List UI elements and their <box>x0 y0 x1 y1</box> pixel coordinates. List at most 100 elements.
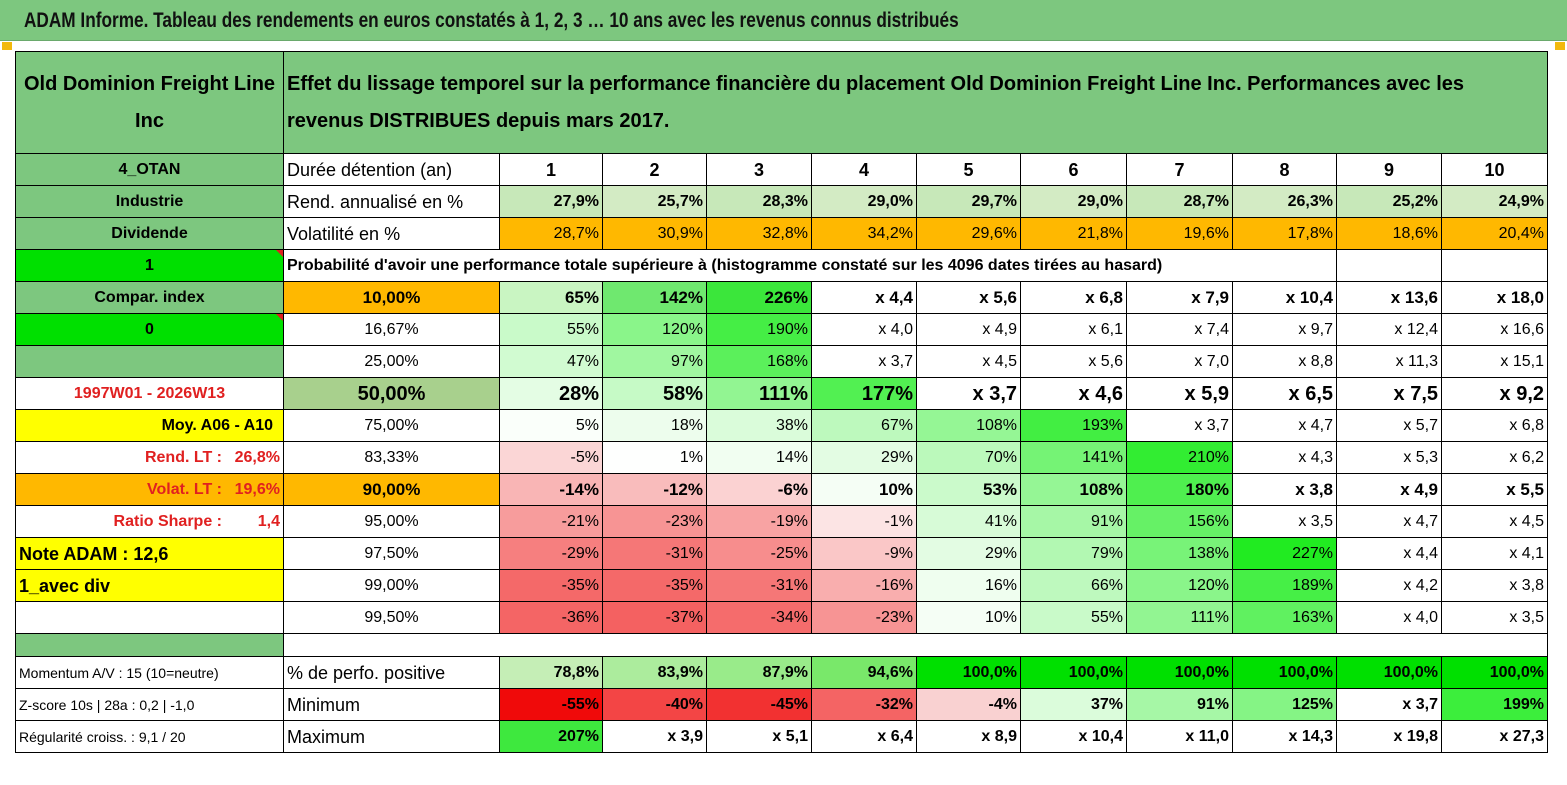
value-cell: 141% <box>1020 441 1127 474</box>
row-label: Compar. index <box>15 281 284 314</box>
table-row: 1_avec div 99,00% -35% -35% -31% -16% 16% 66% 12… <box>15 569 1548 602</box>
value-cell: x 4,2 <box>1336 569 1442 602</box>
value-cell: -4% <box>916 688 1021 721</box>
table-row: Ratio Sharpe : 1,4 95,00% -21% -23% -19% -1% 41… <box>15 505 1548 538</box>
value-cell: 7 <box>1126 153 1233 186</box>
value-cell: -31% <box>706 569 812 602</box>
value-cell: 156% <box>1126 505 1233 538</box>
value-cell: x 5,6 <box>916 281 1021 314</box>
value-cell: 28% <box>499 377 603 410</box>
row-description: 99,00% <box>283 569 500 602</box>
table-row: Industrie Rend. annualisé en % 27,9% 25,7% 2… <box>15 185 1548 218</box>
value-cell: 70% <box>916 441 1021 474</box>
row-label: 1997W01 - 2026W13 <box>15 377 284 410</box>
value-cell: 100,0% <box>916 656 1021 689</box>
value-cell: -36% <box>499 601 603 634</box>
value-cell: x 3,7 <box>1336 688 1442 721</box>
row-label: Note ADAM : 12,6 <box>15 537 284 570</box>
value-cell: x 13,6 <box>1336 281 1442 314</box>
value-cell: 25,7% <box>602 185 707 218</box>
value-cell: 29,0% <box>1020 185 1127 218</box>
value-cell: 163% <box>1232 601 1337 634</box>
value-cell: -19% <box>706 505 812 538</box>
value-cell: x 3,5 <box>1232 505 1337 538</box>
row-description: 10,00% <box>283 281 500 314</box>
empty-cell <box>1441 249 1548 282</box>
table-row: 1997W01 - 2026W13 50,00% 28% 58% 111% 177% x 3… <box>15 377 1548 410</box>
row-label <box>15 601 284 634</box>
report-title: ADAM Informe. Tableau des rendements en … <box>24 9 959 32</box>
value-cell: x 6,5 <box>1232 377 1337 410</box>
table-row: 99,50% -36% -37% -34% -23% 10% 55% 111% 163% x 4,… <box>15 601 1548 634</box>
value-cell: -31% <box>602 537 707 570</box>
company-name: Old Dominion Freight Line Inc <box>15 51 284 154</box>
value-cell: x 5,9 <box>1126 377 1233 410</box>
table-row: 0 16,67% 55% 120% 190% x 4,0 x 4,9 x 6,1 x 7,4 x … <box>15 313 1548 346</box>
value-cell: 9 <box>1336 153 1442 186</box>
value-cell: 20,4% <box>1441 217 1548 250</box>
value-cell: 19,6% <box>1126 217 1233 250</box>
value-cell: x 10,4 <box>1232 281 1337 314</box>
value-cell: x 6,2 <box>1441 441 1548 474</box>
row-label: Ratio Sharpe : 1,4 <box>15 505 284 538</box>
value-cell: -12% <box>602 473 707 506</box>
value-cell: -21% <box>499 505 603 538</box>
value-cell: 108% <box>916 409 1021 442</box>
table-row: Dividende Volatilité en % 28,7% 30,9% 32,8% 3… <box>15 217 1548 250</box>
table-row: Momentum A/V : 15 (10=neutre)% de perfo.… <box>15 656 1548 689</box>
value-cell: -5% <box>499 441 603 474</box>
value-cell: x 3,7 <box>811 345 917 378</box>
value-cell: 100,0% <box>1232 656 1337 689</box>
table-row: Volat. LT :19,6% 90,00% -14% -12% -6% 10% 53% 1… <box>15 473 1548 506</box>
value-cell: 28,7% <box>499 217 603 250</box>
value-cell: x 3,9 <box>602 720 707 753</box>
row-description: 25,00% <box>283 345 500 378</box>
value-cell: 227% <box>1232 537 1337 570</box>
row-label-text: Rend. LT : <box>144 448 222 466</box>
value-cell: 100,0% <box>1441 656 1548 689</box>
row-description: Minimum <box>283 688 500 721</box>
value-cell: 120% <box>1126 569 1233 602</box>
value-cell: 226% <box>706 281 812 314</box>
value-cell: 100,0% <box>1126 656 1233 689</box>
value-cell: x 4,0 <box>1336 601 1442 634</box>
value-cell: 83,9% <box>602 656 707 689</box>
value-cell: x 15,1 <box>1441 345 1548 378</box>
value-cell: 138% <box>1126 537 1233 570</box>
value-cell: 32,8% <box>706 217 812 250</box>
value-cell: -9% <box>811 537 917 570</box>
value-cell: -55% <box>499 688 603 721</box>
empty-cell <box>283 633 1548 657</box>
value-cell: x 4,0 <box>811 313 917 346</box>
value-cell: 29,6% <box>916 217 1021 250</box>
value-cell: 79% <box>1020 537 1127 570</box>
value-cell: 38% <box>706 409 812 442</box>
row-label: 0 <box>15 313 284 346</box>
value-cell: x 5,5 <box>1441 473 1548 506</box>
value-cell: 66% <box>1020 569 1127 602</box>
value-cell: x 5,7 <box>1336 409 1442 442</box>
value-cell: x 4,5 <box>1441 505 1548 538</box>
value-cell: x 18,0 <box>1441 281 1548 314</box>
value-cell: 10 <box>1441 153 1548 186</box>
value-cell: 28,3% <box>706 185 812 218</box>
value-cell: -16% <box>811 569 917 602</box>
value-cell: 29% <box>916 537 1021 570</box>
value-cell: 18% <box>602 409 707 442</box>
value-cell: -37% <box>602 601 707 634</box>
value-cell: 3 <box>706 153 812 186</box>
value-cell: x 19,8 <box>1336 720 1442 753</box>
row-description: 75,00% <box>283 409 500 442</box>
value-cell: 1 <box>499 153 603 186</box>
value-cell: 111% <box>1126 601 1233 634</box>
row-label-value: 26,8% <box>234 448 280 466</box>
value-cell: 34,2% <box>811 217 917 250</box>
value-cell: -23% <box>811 601 917 634</box>
value-cell: x 4,9 <box>1336 473 1442 506</box>
table-row: 25,00% 47% 97% 168% x 3,7 x 4,5 x 5,6 x 7,0 x 8,… <box>15 345 1548 378</box>
row-label: Momentum A/V : 15 (10=neutre) <box>15 656 284 689</box>
row-label: 4_OTAN <box>15 153 284 186</box>
value-cell: x 11,3 <box>1336 345 1442 378</box>
performance-table: Old Dominion Freight Line Inc Effet du li… <box>15 51 1548 753</box>
value-cell: 5% <box>499 409 603 442</box>
